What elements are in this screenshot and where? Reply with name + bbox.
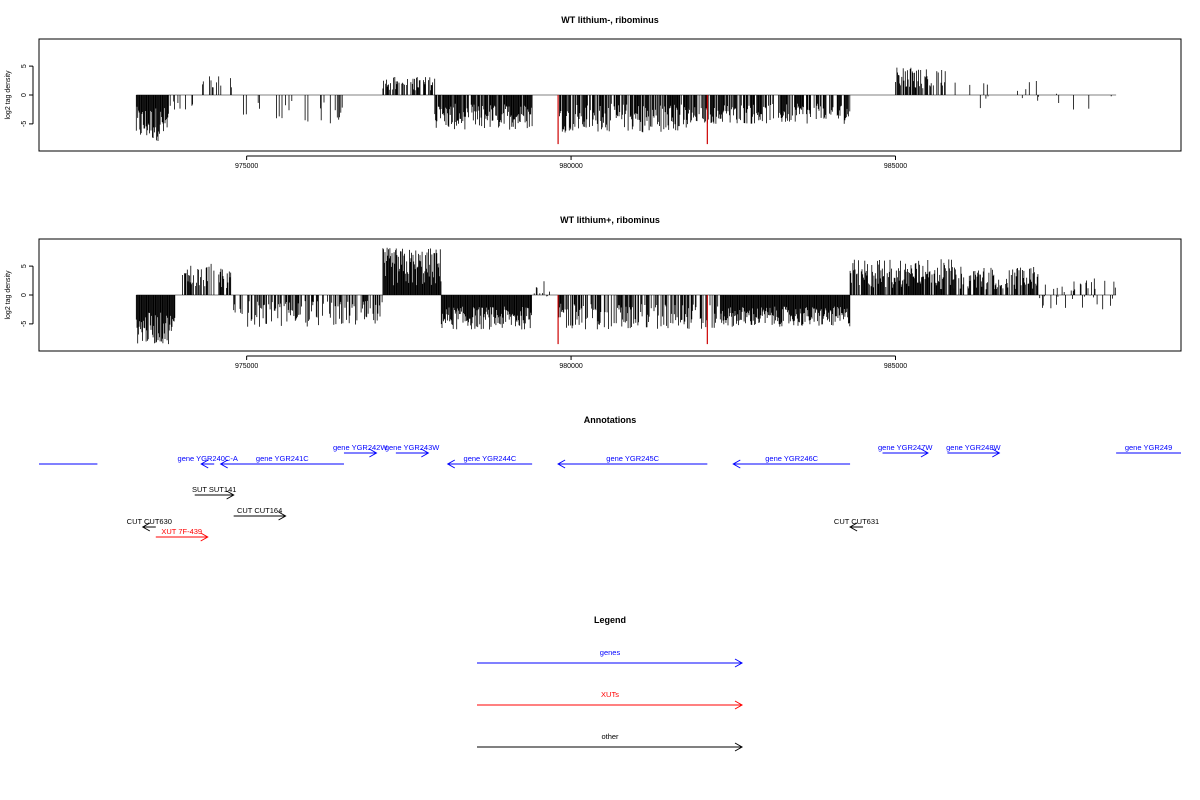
y-tick-label: -5	[21, 121, 28, 127]
arrow-head	[920, 448, 929, 458]
feature-label: gene YGR247W	[878, 443, 933, 452]
x-tick-label: 980000	[559, 163, 582, 170]
y-tick-label: 0	[21, 93, 28, 97]
feature-label: XUT 7F-439	[161, 527, 202, 536]
feature-arrow: gene YGR244C	[446, 454, 533, 469]
panel-title: WT lithium-, ribominus	[561, 15, 659, 25]
feature-arrow: gene YGR245C	[557, 454, 708, 469]
feature-arrow: CUT CUT164	[233, 506, 287, 521]
arrow-head	[734, 742, 744, 752]
annotations-title: Annotations	[584, 415, 637, 425]
arrow-head	[141, 522, 151, 532]
feature-arrow: gene YGR241C	[219, 454, 344, 469]
x-tick-label: 980000	[559, 363, 582, 370]
arrow-head	[732, 459, 741, 469]
feature-label: CUT CUT630	[127, 517, 172, 526]
feature-arrow: gene YGR247W	[878, 443, 933, 458]
feature-label: gene YGR244C	[464, 454, 517, 463]
legend-label: XUTs	[601, 690, 619, 699]
feature-arrow: gene YGR243W	[385, 443, 440, 458]
legend-label: other	[601, 732, 619, 741]
feature-arrow: gene YGR240C-A	[178, 454, 238, 469]
arrow-head	[734, 700, 744, 710]
arrow-head	[992, 448, 1001, 458]
y-tick-label: 5	[21, 64, 28, 68]
legend: Legend genes XUTs other	[477, 615, 744, 752]
feature-label: gene YGR240C-A	[178, 454, 238, 463]
legend-items: genes XUTs other	[477, 648, 744, 752]
legend-item: XUTs	[477, 690, 744, 710]
arrow-head	[446, 459, 456, 469]
feature-arrow: XUT 7F-439	[155, 527, 209, 542]
legend-item: other	[477, 732, 744, 752]
y-tick-label: 5	[21, 264, 28, 268]
feature-label: SUT SUT141	[192, 485, 236, 494]
arrow-head	[421, 448, 430, 458]
x-tick-label: 975000	[235, 163, 258, 170]
feature-arrow: CUT CUT631	[834, 517, 879, 532]
axes: -5 0 5 975000 980000 985000	[21, 64, 907, 170]
track-panel-lithium-minus: WT lithium-, ribominus log2 tag density …	[5, 15, 1182, 170]
arrow-head	[557, 459, 566, 469]
feature-label: gene YGR245C	[606, 454, 659, 463]
feature-arrow: SUT SUT141	[192, 485, 236, 500]
y-axis-label: log2 tag density	[5, 70, 12, 120]
feature-arrow: gene YGR249	[1116, 443, 1181, 454]
feature-arrow: CUT CUT630	[127, 517, 172, 532]
panel-title: WT lithium+, ribominus	[560, 215, 660, 225]
arrow-head	[200, 459, 209, 469]
feature-arrow: gene YGR242W	[333, 443, 388, 458]
feature-arrow: gene YGR246C	[732, 454, 851, 469]
feature-label: CUT CUT164	[237, 506, 282, 515]
arrow-head	[226, 490, 235, 500]
plot-frame	[38, 38, 1182, 152]
arrow-head	[278, 511, 287, 521]
legend-label: genes	[600, 648, 621, 657]
arrow-head	[200, 532, 209, 542]
arrow-head	[849, 522, 858, 532]
plot-frame	[38, 238, 1182, 352]
x-tick-label: 985000	[884, 163, 907, 170]
feature-label: gene YGR249	[1125, 443, 1172, 452]
annotations-track: Annotations gene YGR240C-A gene YGR241C ge…	[39, 415, 1181, 542]
feature-label: gene YGR241C	[256, 454, 309, 463]
signal-bars	[135, 67, 1117, 145]
y-axis-label: log2 tag density	[5, 270, 12, 320]
feature-label: CUT CUT631	[834, 517, 879, 526]
feature-label: gene YGR248W	[946, 443, 1001, 452]
x-tick-label: 985000	[884, 363, 907, 370]
arrow-head	[734, 658, 744, 668]
feature-label: gene YGR243W	[385, 443, 440, 452]
feature-arrow: gene YGR248W	[946, 443, 1002, 458]
y-tick-label: -5	[21, 321, 28, 327]
arrow-head	[219, 459, 228, 469]
feature-label: gene YGR246C	[765, 454, 818, 463]
legend-title: Legend	[594, 615, 626, 625]
feature-label: gene YGR242W	[333, 443, 388, 452]
y-tick-label: 0	[21, 293, 28, 297]
axes: -5 0 5 975000 980000 985000	[21, 264, 907, 370]
legend-item: genes	[477, 648, 744, 668]
signal-bars	[135, 247, 1117, 345]
track-panel-lithium-plus: WT lithium+, ribominus log2 tag density …	[5, 215, 1182, 370]
x-tick-label: 975000	[235, 363, 258, 370]
arrow-head	[369, 448, 378, 458]
